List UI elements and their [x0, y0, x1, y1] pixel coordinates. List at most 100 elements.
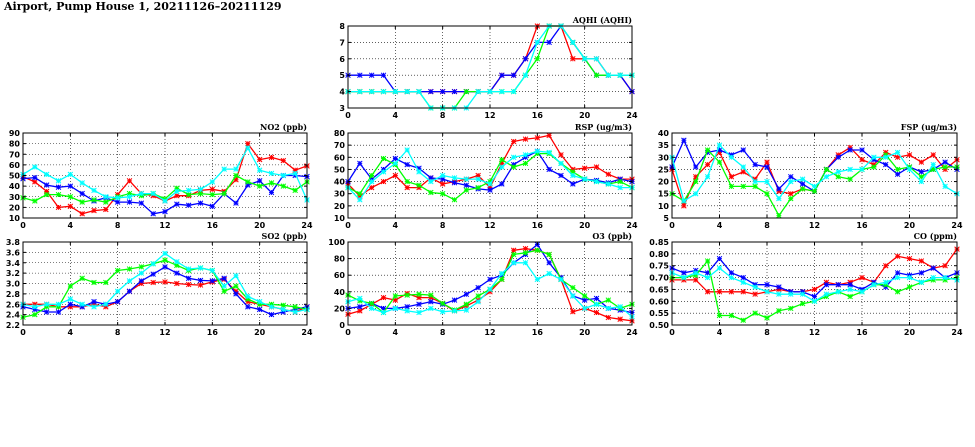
- y-tick-label: 10: [9, 214, 21, 223]
- data-point-o3-2: [416, 301, 422, 308]
- data-point-aqhi-4: [475, 88, 481, 95]
- data-point-o3-2: [451, 297, 458, 303]
- data-point-aqhi-4: [499, 88, 505, 95]
- data-point-o3-2: [357, 303, 363, 310]
- data-point-so2-2: [114, 298, 121, 305]
- x-tick-label: 4: [717, 221, 723, 230]
- data-point-aqhi-2: [439, 88, 446, 95]
- data-point-rsp-3: [617, 178, 623, 185]
- data-point-no2-4: [280, 172, 287, 179]
- data-point-no2-4: [292, 170, 298, 177]
- data-point-fsp-4: [811, 183, 818, 190]
- data-point-fsp-3: [764, 190, 770, 197]
- data-point-no2-2: [79, 190, 85, 197]
- data-point-co-1: [692, 277, 699, 283]
- data-point-no2-3: [126, 190, 133, 197]
- data-point-fsp-4: [799, 176, 806, 182]
- data-point-fsp-1: [692, 173, 699, 180]
- data-point-aqhi-4: [368, 88, 375, 95]
- data-point-o3-4: [475, 299, 481, 305]
- data-point-no2-2: [268, 189, 275, 196]
- data-point-so2-4: [138, 270, 145, 276]
- data-point-o3-4: [368, 305, 375, 312]
- data-point-no2-1: [268, 154, 275, 161]
- data-point-fsp-2: [859, 147, 865, 153]
- data-point-so2-3: [233, 283, 239, 289]
- y-tick-label: 25: [658, 165, 670, 174]
- data-point-so2-2: [245, 304, 251, 310]
- data-point-fsp-3: [811, 188, 818, 195]
- y-tick-label: 6: [339, 55, 345, 64]
- x-tick-label: 24: [626, 111, 638, 120]
- data-point-o3-4: [428, 305, 434, 312]
- data-point-rsp-1: [593, 164, 600, 170]
- data-point-co-1: [942, 262, 948, 269]
- data-point-fsp-4: [823, 173, 830, 180]
- x-tick-label: 0: [669, 328, 675, 337]
- data-point-co-4: [847, 286, 853, 293]
- data-point-no2-4: [67, 171, 74, 178]
- data-point-no2-2: [126, 199, 133, 205]
- data-point-o3-3: [439, 300, 446, 307]
- data-point-no2-3: [185, 191, 192, 198]
- data-point-so2-3: [280, 302, 287, 309]
- data-point-fsp-2: [704, 149, 711, 156]
- data-point-fsp-4: [776, 195, 782, 202]
- data-point-fsp-4: [787, 178, 794, 185]
- chart-panel-fsp: FSP (ug/m3) 0 4 8 12 16 20 24 5 10 15 20 25 30 35 40: [658, 122, 963, 230]
- data-point-aqhi-2: [428, 88, 434, 95]
- data-point-co-3: [799, 300, 806, 307]
- y-tick-label: 40: [658, 129, 670, 138]
- data-point-so2-2: [268, 311, 275, 318]
- data-point-so2-4: [67, 296, 74, 302]
- data-point-aqhi-4: [617, 72, 623, 78]
- data-point-fsp-2: [799, 181, 806, 187]
- data-point-co-1: [882, 262, 889, 269]
- data-point-rsp-2: [439, 176, 446, 182]
- data-point-no2-1: [79, 210, 85, 217]
- data-point-no2-1: [292, 167, 298, 173]
- y-tick-label: 2.4: [6, 311, 21, 320]
- data-point-rsp-2: [416, 165, 422, 171]
- x-tick-label: 8: [764, 328, 770, 337]
- data-point-rsp-4: [522, 152, 529, 158]
- data-point-aqhi-4: [357, 88, 363, 95]
- chart-title-fsp: FSP (ug/m3): [901, 122, 957, 132]
- data-point-co-2: [681, 270, 687, 276]
- data-point-no2-3: [55, 191, 62, 198]
- data-point-no2-2: [245, 182, 251, 188]
- data-point-fsp-3: [906, 164, 913, 170]
- data-point-fsp-2: [882, 161, 889, 168]
- data-point-rsp-2: [487, 187, 493, 193]
- data-point-so2-4: [103, 301, 109, 308]
- data-point-o3-3: [463, 301, 470, 308]
- data-point-aqhi-4: [570, 39, 576, 46]
- data-point-no2-4: [32, 164, 38, 170]
- chart-title-aqhi: AQHI (AQHI): [572, 15, 633, 25]
- data-point-so2-2: [126, 288, 133, 295]
- y-tick-label: 0.65: [649, 285, 669, 294]
- data-point-rsp-3: [357, 190, 363, 197]
- data-point-aqhi-4: [404, 88, 410, 95]
- data-point-rsp-4: [439, 172, 446, 179]
- data-point-rsp-4: [428, 178, 434, 185]
- data-point-no2-3: [233, 172, 239, 179]
- data-point-no2-3: [280, 183, 287, 189]
- data-point-so2-4: [185, 266, 192, 272]
- data-point-no2-1: [233, 176, 239, 183]
- y-tick-label: 2.6: [6, 300, 21, 309]
- data-point-fsp-3: [740, 183, 747, 190]
- data-point-o3-2: [380, 305, 387, 312]
- data-point-o3-2: [475, 284, 481, 291]
- data-point-no2-1: [209, 186, 216, 193]
- data-point-o3-4: [380, 309, 387, 316]
- data-point-fsp-1: [740, 169, 747, 175]
- data-point-fsp-1: [847, 144, 853, 151]
- data-point-o3-3: [404, 292, 410, 298]
- y-tick-label: 30: [9, 193, 21, 202]
- data-point-o3-1: [593, 309, 600, 316]
- data-point-aqhi-4: [534, 39, 541, 46]
- x-tick-label: 4: [717, 328, 723, 337]
- data-point-rsp-4: [357, 197, 363, 203]
- data-point-aqhi-3: [534, 56, 541, 62]
